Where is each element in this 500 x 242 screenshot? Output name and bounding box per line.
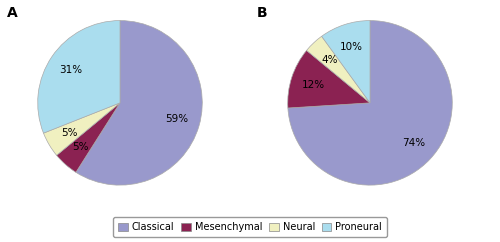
Wedge shape [44, 103, 120, 155]
Text: A: A [6, 6, 17, 20]
Text: 4%: 4% [321, 55, 338, 65]
Wedge shape [76, 21, 202, 185]
Text: 74%: 74% [402, 138, 424, 148]
Wedge shape [322, 21, 370, 103]
Text: 59%: 59% [166, 114, 188, 124]
Wedge shape [306, 36, 370, 103]
Wedge shape [38, 21, 120, 133]
Text: 12%: 12% [302, 80, 325, 90]
Wedge shape [288, 50, 370, 108]
Text: 10%: 10% [340, 42, 363, 52]
Text: 5%: 5% [61, 128, 78, 138]
Legend: Classical, Mesenchymal, Neural, Proneural: Classical, Mesenchymal, Neural, Proneura… [113, 217, 387, 237]
Text: 5%: 5% [72, 142, 89, 152]
Text: 31%: 31% [60, 65, 82, 75]
Wedge shape [56, 103, 120, 172]
Text: B: B [256, 6, 267, 20]
Wedge shape [288, 21, 452, 185]
